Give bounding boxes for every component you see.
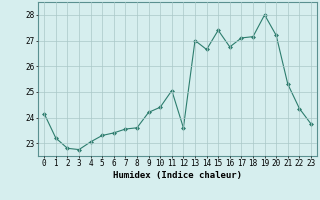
X-axis label: Humidex (Indice chaleur): Humidex (Indice chaleur) [113,171,242,180]
